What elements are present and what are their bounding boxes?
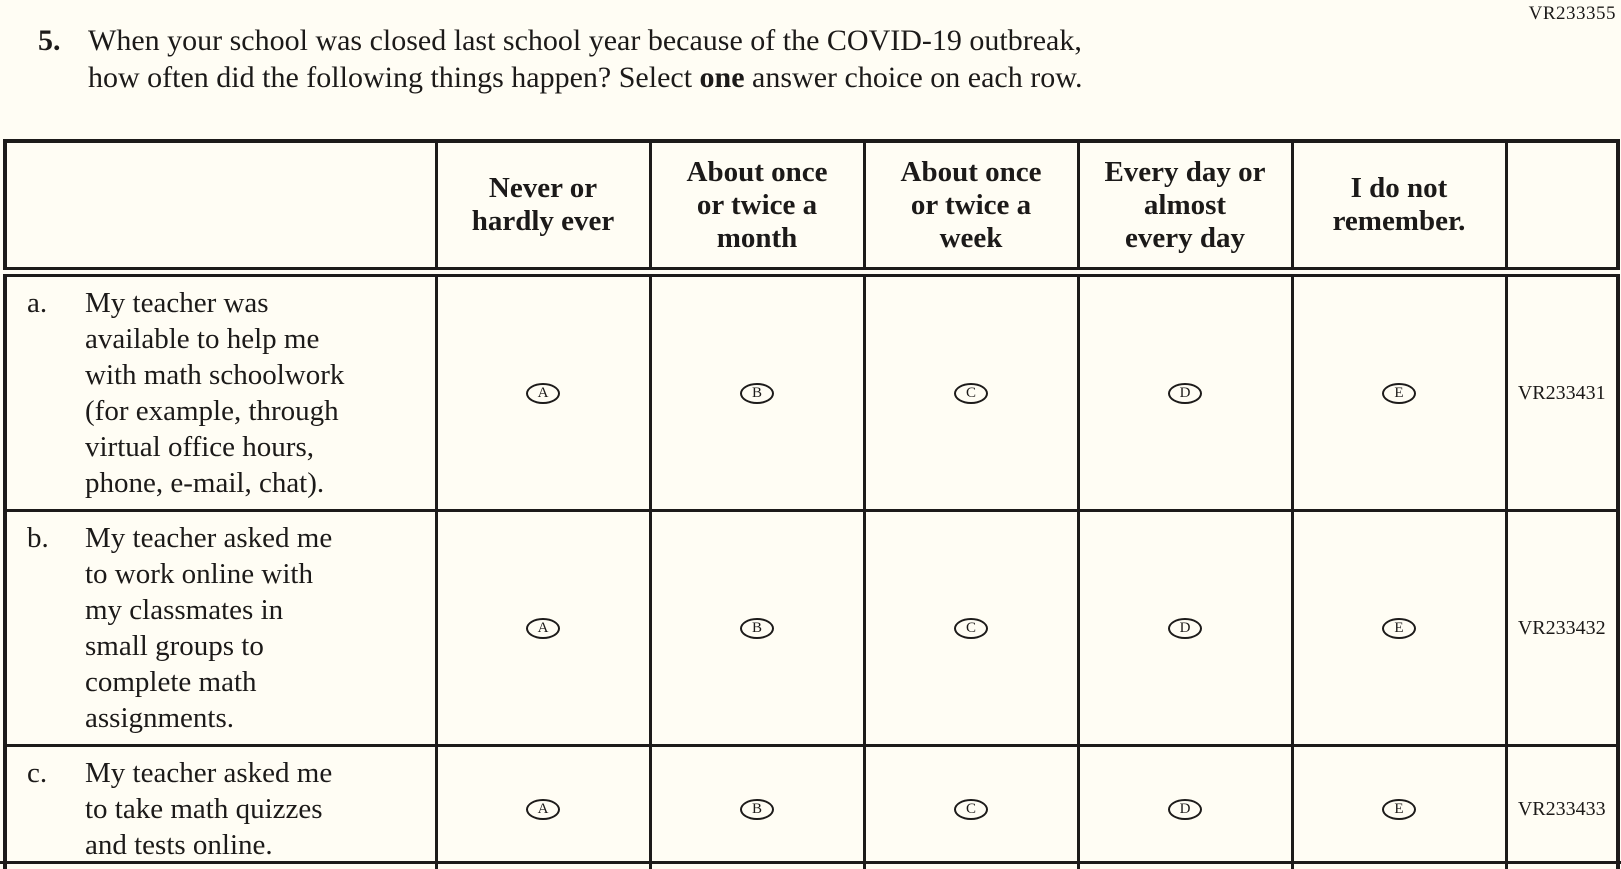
row-c-stem-text: My teacher asked me to take math quizzes… bbox=[85, 757, 333, 861]
header-row: Never or hardly ever About once or twice… bbox=[3, 139, 1620, 277]
row-b-option-cell-d: D bbox=[1076, 509, 1294, 747]
row-c-option-cell-a: A bbox=[434, 744, 652, 869]
row-b-item-code: VR233432 bbox=[1504, 509, 1620, 747]
row-c-item-code: VR233433 bbox=[1504, 744, 1620, 869]
question-line-2-post: answer choice on each row. bbox=[744, 61, 1083, 94]
row-b-bubble-e[interactable]: E bbox=[1382, 617, 1416, 639]
row-a-bubble-e[interactable]: E bbox=[1382, 382, 1416, 404]
row-b-option-cell-b: B bbox=[648, 509, 866, 747]
header-never: Never or hardly ever bbox=[434, 139, 652, 277]
row-b-option-cell-c: C bbox=[862, 509, 1080, 747]
row-a-bubble-a[interactable]: A bbox=[526, 382, 560, 404]
question-number: 5. bbox=[38, 24, 61, 57]
row-a-bubble-d[interactable]: D bbox=[1168, 382, 1202, 404]
row-b-bubble-b[interactable]: B bbox=[740, 617, 774, 639]
row-c-letter: c. bbox=[27, 757, 48, 789]
row-a-item-code: VR233431 bbox=[1504, 270, 1620, 512]
page-bottom-rule bbox=[0, 861, 1621, 864]
row-a-bubble-c[interactable]: C bbox=[954, 382, 988, 404]
row-b-option-cell-a: A bbox=[434, 509, 652, 747]
question-line-2-pre: how often did the following things happe… bbox=[88, 61, 700, 94]
row-b-bubble-c[interactable]: C bbox=[954, 617, 988, 639]
row-a-option-cell-b: B bbox=[648, 270, 866, 512]
row-b-bubble-d[interactable]: D bbox=[1168, 617, 1202, 639]
row-b-stem-cell: b. My teacher asked me to work online wi… bbox=[3, 509, 438, 747]
row-a-letter: a. bbox=[27, 287, 48, 319]
header-code-blank bbox=[1504, 139, 1620, 277]
row-a-option-cell-e: E bbox=[1290, 270, 1508, 512]
row-b-stem-text: My teacher asked me to work online with … bbox=[85, 522, 333, 734]
question-line-2: how often did the following things happe… bbox=[88, 59, 1518, 96]
answer-matrix-table: Never or hardly ever About once or twice… bbox=[3, 139, 1620, 869]
row-b-option-cell-e: E bbox=[1290, 509, 1508, 747]
row-b-bubble-a[interactable]: A bbox=[526, 617, 560, 639]
header-stem-blank bbox=[3, 139, 438, 277]
row-c-option-cell-e: E bbox=[1290, 744, 1508, 869]
row-c-bubble-d[interactable]: D bbox=[1168, 798, 1202, 820]
row-c-option-cell-c: C bbox=[862, 744, 1080, 869]
row-a-option-cell-c: C bbox=[862, 270, 1080, 512]
row-c-stem-cell: c. My teacher asked me to take math quiz… bbox=[3, 744, 438, 869]
question-block: 5. When your school was closed last scho… bbox=[38, 22, 1518, 96]
row-c-bubble-a[interactable]: A bbox=[526, 798, 560, 820]
question-line-1: When your school was closed last school … bbox=[88, 24, 1082, 57]
row-c-bubble-c[interactable]: C bbox=[954, 798, 988, 820]
row-a-bubble-b[interactable]: B bbox=[740, 382, 774, 404]
header-once-twice-month: About once or twice a month bbox=[648, 139, 866, 277]
header-do-not-remember: I do not remember. bbox=[1290, 139, 1508, 277]
row-a-option-cell-d: D bbox=[1076, 270, 1294, 512]
row-b-letter: b. bbox=[27, 522, 49, 554]
row-c-bubble-b[interactable]: B bbox=[740, 798, 774, 820]
row-c-option-cell-d: D bbox=[1076, 744, 1294, 869]
row-c-option-cell-b: B bbox=[648, 744, 866, 869]
page-code: VR233355 bbox=[1528, 3, 1616, 24]
row-c-bubble-e[interactable]: E bbox=[1382, 798, 1416, 820]
table-row-b: b. My teacher asked me to work online wi… bbox=[3, 509, 1620, 747]
header-once-twice-week: About once or twice a week bbox=[862, 139, 1080, 277]
header-every-day: Every day or almost every day bbox=[1076, 139, 1294, 277]
question-line-2-bold: one bbox=[699, 61, 745, 94]
question-text: When your school was closed last school … bbox=[88, 22, 1518, 96]
row-a-stem-cell: a. My teacher was available to help me w… bbox=[3, 270, 438, 512]
row-a-option-cell-a: A bbox=[434, 270, 652, 512]
table-row-a: a. My teacher was available to help me w… bbox=[3, 270, 1620, 512]
table-row-c: c. My teacher asked me to take math quiz… bbox=[3, 744, 1620, 869]
row-a-stem-text: My teacher was available to help me with… bbox=[85, 287, 345, 499]
